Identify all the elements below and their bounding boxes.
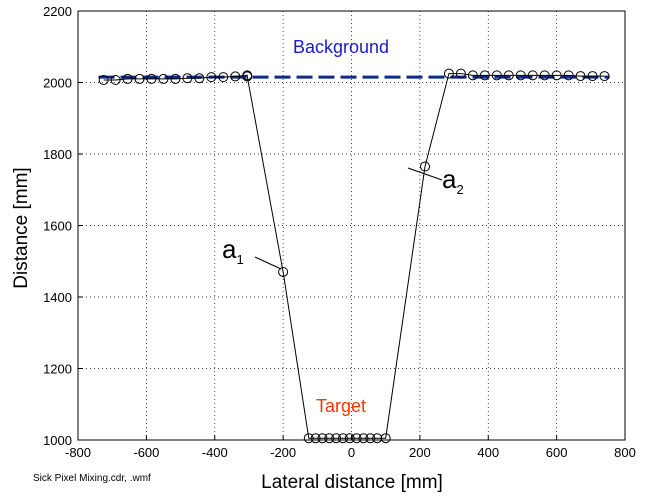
data-point xyxy=(206,72,217,83)
data-point xyxy=(182,73,193,84)
data-point xyxy=(310,433,321,444)
data-point xyxy=(455,68,466,79)
data-point xyxy=(380,433,391,444)
data-point xyxy=(324,433,335,444)
data-point xyxy=(443,68,454,79)
data-point xyxy=(479,70,490,81)
x-tick-label: 0 xyxy=(348,445,355,460)
annotation-background: Background xyxy=(293,37,389,57)
data-point xyxy=(158,73,169,84)
annotation-target: Target xyxy=(316,396,366,416)
y-tick-label: 1000 xyxy=(43,433,72,448)
data-point xyxy=(317,433,328,444)
annotation-a1: a1 xyxy=(222,234,244,267)
y-tick-label: 1400 xyxy=(43,290,72,305)
data-point xyxy=(575,71,586,82)
data-point xyxy=(242,71,253,82)
data-point xyxy=(331,433,342,444)
y-tick-label: 2000 xyxy=(43,76,72,91)
annotation-a2-main: a xyxy=(442,164,457,194)
data-point xyxy=(230,71,241,82)
x-tick-label: 200 xyxy=(409,445,431,460)
data-point xyxy=(218,72,229,83)
data-point xyxy=(134,73,145,84)
data-point xyxy=(351,433,362,444)
x-tick-label: 400 xyxy=(477,445,499,460)
data-point xyxy=(278,266,289,277)
data-point xyxy=(539,70,550,81)
data-point xyxy=(344,433,355,444)
y-tick-label: 1200 xyxy=(43,362,72,377)
annotation-a1-sub: 1 xyxy=(236,252,243,267)
data-point xyxy=(551,70,562,81)
series-line xyxy=(103,73,605,439)
footer-caption: Sick Pixel Mixing.cdr, .wmf xyxy=(33,473,151,484)
data-point xyxy=(491,70,502,81)
data-point xyxy=(170,73,181,84)
data-point xyxy=(194,73,205,84)
data-point xyxy=(110,74,121,85)
data-point xyxy=(303,433,314,444)
x-tick-label: -200 xyxy=(270,445,296,460)
x-axis-label: Lateral distance [mm] xyxy=(261,472,443,493)
data-point xyxy=(599,71,610,82)
data-point xyxy=(420,161,431,172)
x-tick-labels: -800 -600 -400 -200 0 200 400 600 800 xyxy=(65,435,636,460)
data-point xyxy=(358,433,369,444)
annotation-leaders xyxy=(254,167,443,270)
data-point xyxy=(503,70,514,81)
y-tick-label: 2200 xyxy=(43,4,72,19)
y-axis-label: Distance [mm] xyxy=(11,167,32,288)
data-point xyxy=(587,71,598,82)
data-point xyxy=(98,74,109,85)
a2-leader xyxy=(407,167,443,181)
x-tick-label: -400 xyxy=(202,445,228,460)
data-point xyxy=(365,433,376,444)
annotation-a2-sub: 2 xyxy=(456,182,463,197)
annotation-a1-main: a xyxy=(222,234,237,264)
data-point xyxy=(122,73,133,84)
y-tick-label: 1800 xyxy=(43,147,72,162)
data-point xyxy=(515,70,526,81)
data-points xyxy=(98,68,610,444)
x-tick-label: 600 xyxy=(546,445,568,460)
data-point xyxy=(337,433,348,444)
data-point xyxy=(563,70,574,81)
y-tick-labels: 1000 1200 1400 1600 1800 2000 2200 xyxy=(43,4,83,448)
data-point xyxy=(146,73,157,84)
data-point xyxy=(467,70,478,81)
annotation-a2: a2 xyxy=(442,164,464,197)
x-tick-label: -600 xyxy=(133,445,159,460)
data-point xyxy=(527,70,538,81)
a1-leader xyxy=(254,256,282,270)
x-tick-label: -800 xyxy=(65,445,91,460)
y-tick-label: 1600 xyxy=(43,219,72,234)
x-tick-label: 800 xyxy=(614,445,636,460)
